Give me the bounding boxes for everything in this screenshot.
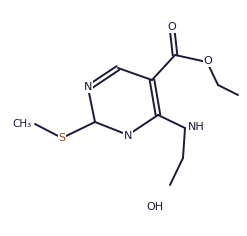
Text: O: O — [168, 22, 176, 32]
Text: OH: OH — [146, 202, 164, 212]
Text: N: N — [124, 131, 132, 141]
Text: N: N — [84, 82, 92, 92]
Text: CH₃: CH₃ — [13, 119, 32, 129]
Text: S: S — [59, 133, 65, 143]
Text: NH: NH — [188, 122, 205, 132]
Text: O: O — [204, 56, 212, 66]
